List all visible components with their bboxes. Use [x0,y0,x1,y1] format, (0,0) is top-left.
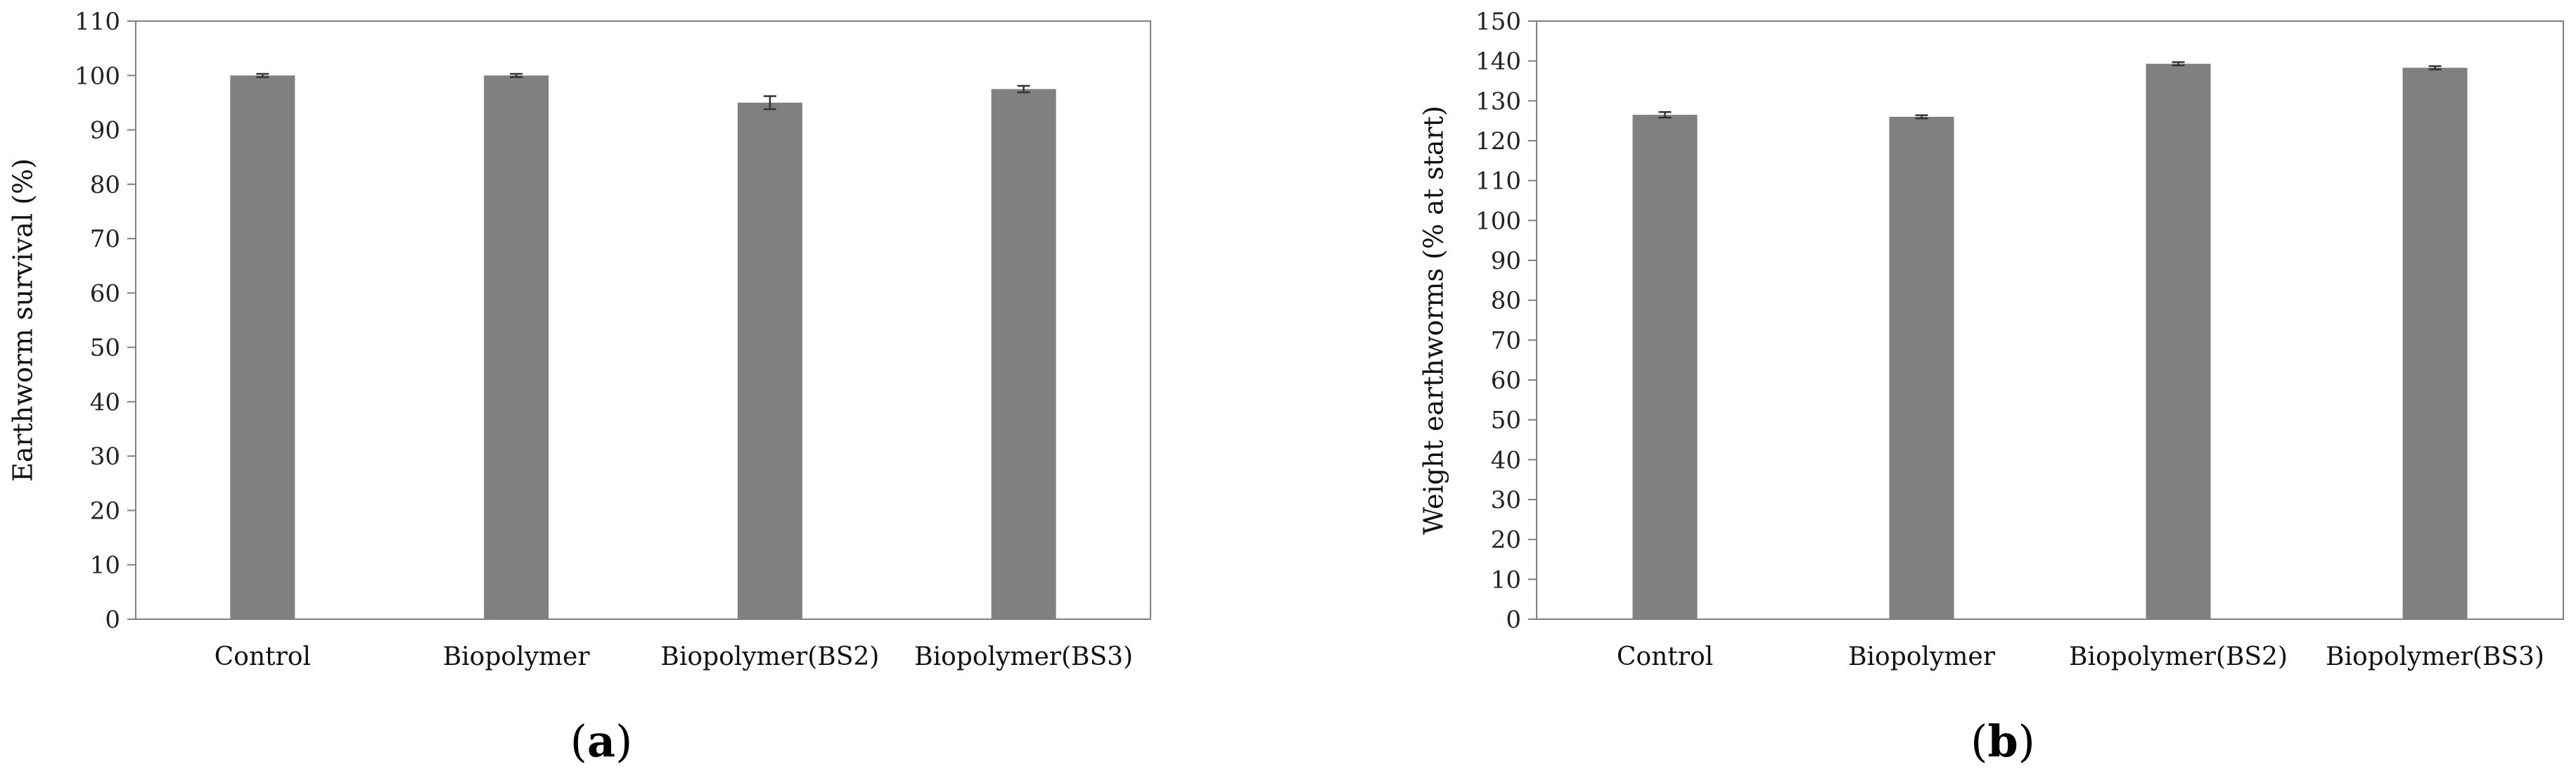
y-tick-label: 70 [90,225,120,253]
y-axis-label: Weight earthworms (% at start) [1418,106,1449,535]
y-tick-label: 70 [1491,326,1521,355]
y-axis-label: Earthworm survival (%) [7,158,38,482]
chart-a: 0 10 20 30 40 50 60 70 80 90 100 110 Earthworm survi… [7,8,1151,767]
chart-b: 0 10 20 30 40 50 60 70 80 90 100 110 120 130 140 150 Wei… [1418,8,2564,767]
bar [1632,115,1698,619]
bar [991,89,1056,619]
bar [484,75,549,620]
y-tick-label: 60 [90,279,120,307]
x-tick-label: Biopolymer [443,642,591,671]
bar [2402,68,2468,620]
y-tick-label: 120 [1475,127,1521,156]
error-bar [1915,114,1928,120]
error-bar [1017,84,1030,94]
y-tick-label: 100 [1475,207,1521,235]
y-tick-label: 130 [1475,87,1521,115]
error-bar [763,95,776,110]
bar [230,75,295,620]
y-tick-label: 20 [1491,526,1521,554]
y-tick-label: 110 [75,8,120,36]
y-tick-label: 50 [1491,407,1521,435]
y-tick-label: 110 [1475,167,1521,196]
y-tick-label: 10 [90,552,120,580]
y-tick-label: 30 [1491,486,1521,514]
plot-frame [1536,20,2564,620]
y-tick-label: 80 [90,171,120,199]
x-tick-label: Biopolymer [1848,642,1996,671]
y-tick-label: 150 [1475,8,1521,36]
panel-label: (b) [1971,716,2035,767]
y-tick-label: 0 [1506,606,1521,634]
y-tick-label: 40 [1491,446,1521,474]
error-bar [510,72,523,78]
error-bar [256,72,269,78]
panel-label: (a) [570,716,633,767]
x-tick-label: Control [1617,642,1713,671]
error-bar [2428,65,2442,70]
bar [2146,63,2211,620]
bar [1889,117,1954,619]
y-tick-label: 60 [1491,367,1521,395]
y-tick-label: 30 [90,443,120,471]
x-tick-label: Biopolymer(BS2) [660,642,879,671]
y-tick-label: 90 [1491,247,1521,275]
x-tick-label: Biopolymer(BS3) [2326,642,2544,671]
y-tick-label: 20 [90,497,120,525]
y-tick-label: 50 [90,334,120,362]
y-tick-label: 40 [90,388,120,417]
y-tick-label: 140 [1475,48,1521,76]
y-tick-label: 90 [90,117,120,145]
bar [737,102,802,620]
x-tick-label: Biopolymer(BS3) [914,642,1133,671]
y-tick-label: 0 [105,606,120,634]
x-tick-label: Control [214,642,311,671]
error-bar [1658,110,1672,119]
y-tick-label: 80 [1491,287,1521,315]
error-bar [2172,61,2185,67]
y-tick-label: 10 [1491,566,1521,594]
y-tick-label: 100 [75,62,120,90]
x-tick-label: Biopolymer(BS2) [2069,642,2288,671]
plot-frame [135,20,1151,620]
